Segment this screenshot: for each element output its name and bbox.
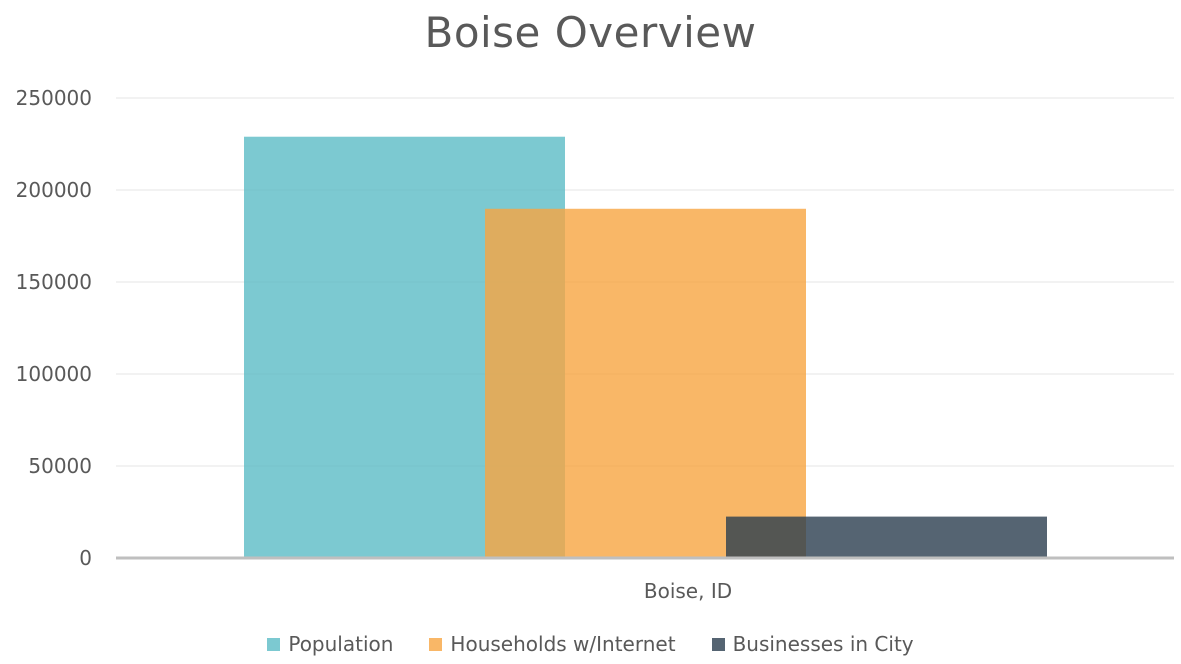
bar-households-w-internet: [485, 208, 806, 558]
legend-swatch: [429, 637, 443, 651]
bar-businesses-in-city: [726, 516, 1047, 558]
y-tick-label: 0: [79, 546, 92, 570]
y-tick-label: 100000: [16, 362, 92, 386]
y-tick-label: 50000: [28, 454, 92, 478]
x-category-label: Boise, ID: [644, 579, 732, 603]
y-axis-ticks: 0 50000 100000 150000 200000 250000: [16, 86, 92, 570]
legend-item: Businesses in City: [711, 632, 914, 656]
legend-label: Businesses in City: [732, 632, 914, 656]
chart-title: Boise Overview: [424, 8, 757, 57]
legend-label: Population: [288, 632, 394, 656]
legend-swatch: [711, 637, 725, 651]
legend-swatch: [267, 637, 281, 651]
chart-legend: Population Households w/Internet Businesse…: [0, 632, 1181, 656]
y-tick-label: 150000: [16, 270, 92, 294]
legend-item: Households w/Internet: [429, 632, 676, 656]
y-tick-label: 200000: [16, 178, 92, 202]
bars: [244, 136, 1047, 558]
y-tick-label: 250000: [16, 86, 92, 110]
legend-item: Population: [267, 632, 393, 656]
x-axis-categories: Boise, ID: [644, 579, 732, 603]
legend-label: Households w/Internet: [450, 632, 676, 656]
